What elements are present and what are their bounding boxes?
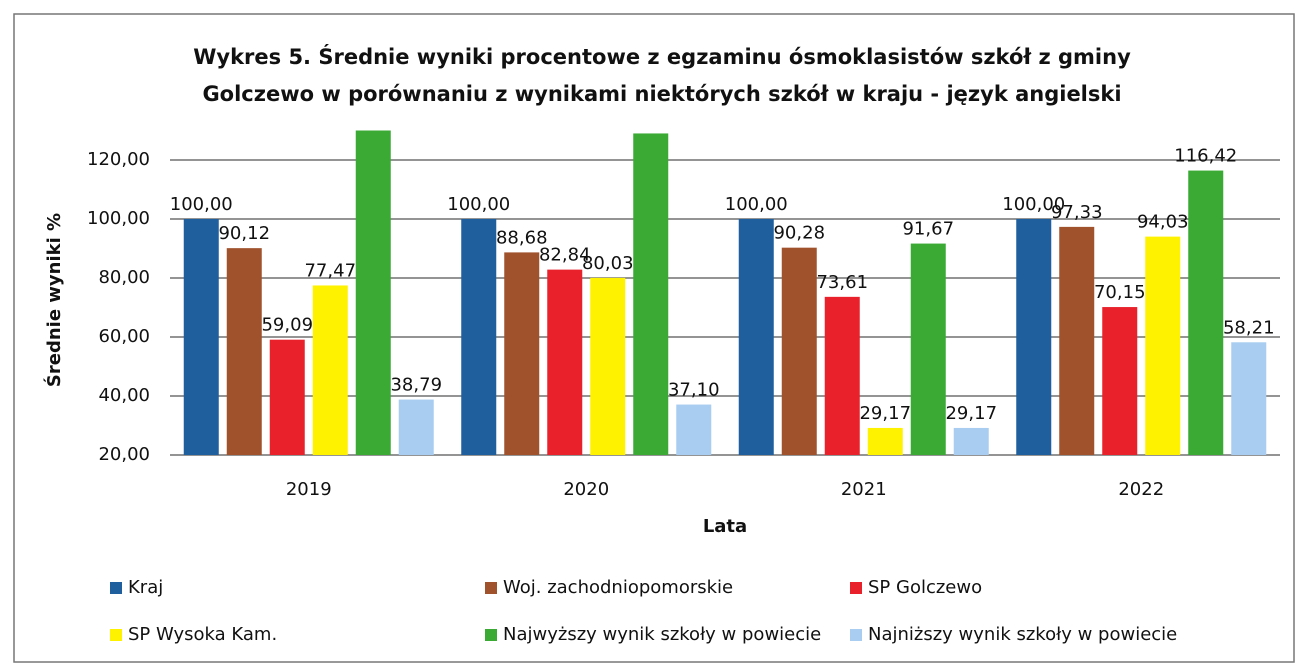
legend-label: Najniższy wynik szkoły w powiecie — [868, 624, 1177, 645]
legend-swatch — [110, 629, 122, 641]
x-tick-label: 2022 — [1118, 479, 1164, 500]
data-label: 70,15 — [1094, 282, 1146, 303]
legend-swatch — [485, 582, 497, 594]
y-tick-label: 60,00 — [98, 326, 150, 347]
data-label: 38,79 — [390, 375, 442, 396]
bar — [824, 296, 860, 455]
data-label: 100,00 — [447, 194, 510, 215]
bar — [1016, 219, 1052, 455]
legend-swatch — [485, 629, 497, 641]
y-axis-label: Średnie wyniki % — [43, 213, 65, 387]
bar — [1145, 236, 1181, 455]
data-label: 29,17 — [945, 403, 997, 424]
data-label: 80,03 — [582, 253, 634, 274]
x-axis-label: Lata — [703, 516, 747, 537]
bar — [547, 269, 583, 455]
y-tick-label: 80,00 — [98, 267, 150, 288]
y-tick-label: 120,00 — [87, 149, 150, 170]
legend-label: Kraj — [128, 577, 163, 598]
x-tick-label: 2019 — [286, 479, 332, 500]
bar — [910, 243, 946, 455]
bar — [269, 339, 305, 455]
bar — [781, 247, 817, 455]
y-tick-label: 40,00 — [98, 385, 150, 406]
data-label: 73,61 — [816, 272, 868, 293]
bar — [738, 219, 774, 455]
bar — [355, 130, 391, 455]
bar — [590, 277, 626, 455]
data-label: 88,68 — [496, 227, 548, 248]
legend-swatch — [850, 582, 862, 594]
data-label: 116,42 — [1174, 146, 1237, 167]
data-label: 91,67 — [902, 219, 954, 240]
legend-swatch — [110, 582, 122, 594]
x-tick-label: 2021 — [841, 479, 887, 500]
data-label: 77,47 — [304, 260, 356, 281]
legend-swatch — [850, 629, 862, 641]
data-label: 100,00 — [170, 194, 233, 215]
bar — [504, 252, 540, 455]
x-tick-label: 2020 — [563, 479, 609, 500]
legend-label: SP Golczewo — [868, 577, 982, 598]
data-label: 90,12 — [218, 223, 270, 244]
bar — [676, 404, 712, 455]
data-label: 100,00 — [725, 194, 788, 215]
y-tick-label: 100,00 — [87, 208, 150, 229]
data-label: 29,17 — [859, 403, 911, 424]
data-label: 59,09 — [261, 315, 313, 336]
bar — [461, 219, 497, 455]
data-label: 82,84 — [539, 245, 591, 266]
bar — [633, 133, 669, 455]
legend-label: Woj. zachodniopomorskie — [503, 577, 733, 598]
bar — [312, 285, 348, 455]
data-label: 58,21 — [1223, 317, 1275, 338]
bar — [1102, 307, 1138, 455]
bar — [1231, 342, 1267, 455]
data-label: 97,33 — [1051, 202, 1103, 223]
bar — [398, 399, 434, 455]
chart-title: Golczewo w porównaniu z wynikami niektór… — [202, 82, 1121, 106]
data-label: 37,10 — [668, 380, 720, 401]
data-label: 100,00 — [1002, 194, 1065, 215]
legend-label: Najwyższy wynik szkoły w powiecie — [503, 624, 821, 645]
bar — [953, 427, 989, 455]
data-label: 90,28 — [773, 223, 825, 244]
bar — [183, 219, 219, 455]
bar — [1188, 170, 1224, 455]
bar — [867, 427, 903, 455]
y-tick-label: 20,00 — [98, 444, 150, 465]
chart-title: Wykres 5. Średnie wyniki procentowe z eg… — [193, 44, 1131, 69]
data-label: 94,03 — [1137, 212, 1189, 233]
bar — [1059, 226, 1095, 455]
bar — [226, 248, 262, 455]
legend-label: SP Wysoka Kam. — [128, 624, 277, 645]
